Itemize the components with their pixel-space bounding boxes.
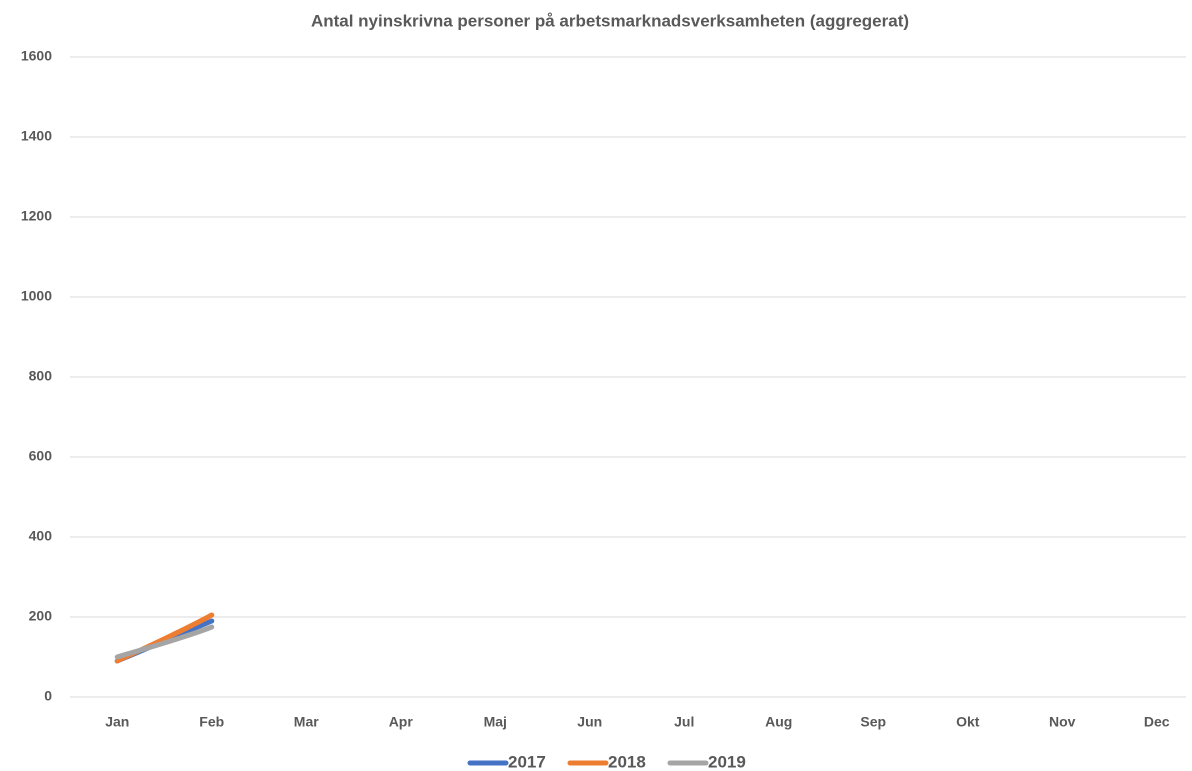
x-tick-label: Dec [1144, 714, 1170, 730]
chart-title: Antal nyinskrivna personer på arbetsmark… [311, 11, 909, 30]
x-tick-label: Apr [389, 714, 414, 730]
y-tick-label: 1400 [21, 128, 52, 144]
legend-label: 2017 [508, 752, 546, 771]
x-tick-label: Maj [484, 714, 507, 730]
series-line [114, 624, 215, 660]
y-tick-label: 1000 [21, 288, 52, 304]
y-tick-label: 600 [29, 448, 53, 464]
x-tick-label: Jan [105, 714, 129, 730]
x-tick-label: Jun [577, 714, 602, 730]
y-tick-label: 800 [29, 368, 53, 384]
y-tick-label: 0 [44, 688, 52, 704]
y-tick-label: 1200 [21, 208, 52, 224]
x-tick-label: Sep [860, 714, 886, 730]
legend-label: 2019 [708, 752, 746, 771]
x-tick-label: Mar [294, 714, 319, 730]
legend-label: 2018 [608, 752, 646, 771]
x-tick-label: Jul [674, 714, 694, 730]
x-tick-label: Nov [1049, 714, 1076, 730]
y-tick-label: 400 [29, 528, 53, 544]
x-tick-label: Feb [199, 714, 224, 730]
series-line [114, 612, 215, 664]
x-tick-label: Okt [956, 714, 980, 730]
x-tick-label: Aug [765, 714, 792, 730]
y-tick-label: 200 [29, 608, 53, 624]
y-tick-label: 1600 [21, 48, 52, 64]
